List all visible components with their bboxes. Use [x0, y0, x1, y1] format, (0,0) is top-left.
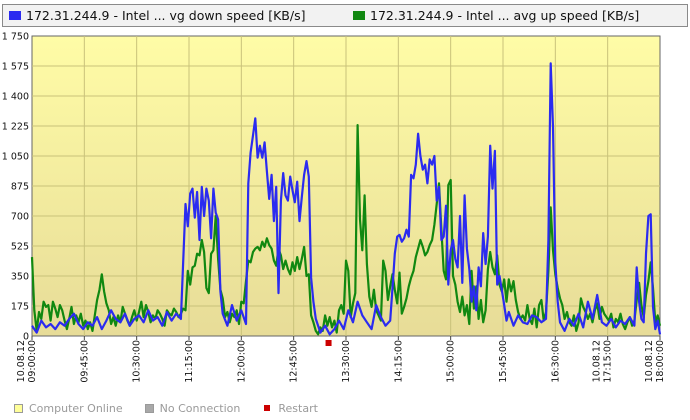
legend-swatch-down: [9, 11, 21, 20]
x-tick-label: 11:15:00: [184, 340, 195, 383]
x-tick-label: 09:45:00: [79, 340, 90, 383]
status-label-restart: Restart: [278, 401, 318, 415]
status-label-online: Computer Online: [29, 401, 123, 415]
status-swatch-online: [14, 403, 23, 413]
chart-legend: 172.31.244.9 - Intel ... vg down speed […: [2, 4, 688, 27]
x-tick-label: 15:45:00: [498, 340, 509, 383]
x-tick-label: 09:00:00: [27, 340, 38, 383]
y-tick-label: 1 400: [2, 92, 29, 103]
status-no-connection: No Connection: [144, 401, 241, 415]
legend-label-up: 172.31.244.9 - Intel ... avg up speed [K…: [370, 8, 640, 23]
y-tick-label: 1 750: [2, 32, 29, 43]
status-legend: Computer Online No Connection Restart: [14, 400, 340, 416]
legend-item-up[interactable]: 172.31.244.9 - Intel ... avg up speed [K…: [353, 5, 639, 26]
legend-swatch-up: [353, 11, 365, 20]
status-restart: Restart: [262, 402, 318, 415]
legend-label-down: 172.31.244.9 - Intel ... vg down speed […: [26, 8, 306, 23]
status-computer-online: Computer Online: [14, 402, 123, 415]
y-tick-label: 875: [11, 182, 29, 193]
x-tick-label: 13:30:00: [341, 340, 352, 383]
status-swatch-no-connection: [144, 403, 154, 413]
y-tick-label: 0: [23, 332, 29, 343]
x-tick-date-label: 10.08.12: [592, 340, 603, 382]
x-tick-label: 16:30:00: [550, 340, 561, 383]
y-axis-ticks: 0 175 350 525 700 875 1 050 1 225 1 400 1 575 1 75…: [2, 32, 29, 343]
y-tick-label: 1 575: [2, 62, 29, 73]
status-label-no-connection: No Connection: [159, 401, 241, 415]
restart-marker-icon: [264, 405, 271, 411]
y-tick-label: 175: [11, 302, 29, 313]
x-tick-label: 15:00:00: [446, 340, 457, 383]
y-tick-label: 1 225: [2, 122, 29, 133]
x-tick-date-label: 10.08.12: [16, 340, 27, 382]
x-tick-label: 17:15:00: [603, 340, 614, 383]
x-tick-label: 12:00:00: [236, 340, 247, 383]
series-lines: [30, 62, 662, 336]
x-tick-label: 18:00:00: [655, 340, 666, 383]
restart-marker: [325, 340, 332, 346]
series-line-down-speed: [31, 62, 662, 336]
y-tick-label: 525: [11, 242, 29, 253]
legend-item-down[interactable]: 172.31.244.9 - Intel ... vg down speed […: [9, 5, 306, 26]
x-tick-label: 14:15:00: [393, 340, 404, 383]
x-tick-label: 10:30:00: [132, 340, 143, 383]
x-tick-label: 12:45:00: [289, 340, 300, 383]
x-tick-date-label: 10.08.12: [644, 340, 655, 382]
y-tick-label: 700: [11, 212, 29, 223]
y-tick-label: 1 050: [2, 152, 29, 163]
y-tick-label: 350: [11, 272, 29, 283]
restart-markers: [325, 340, 332, 346]
